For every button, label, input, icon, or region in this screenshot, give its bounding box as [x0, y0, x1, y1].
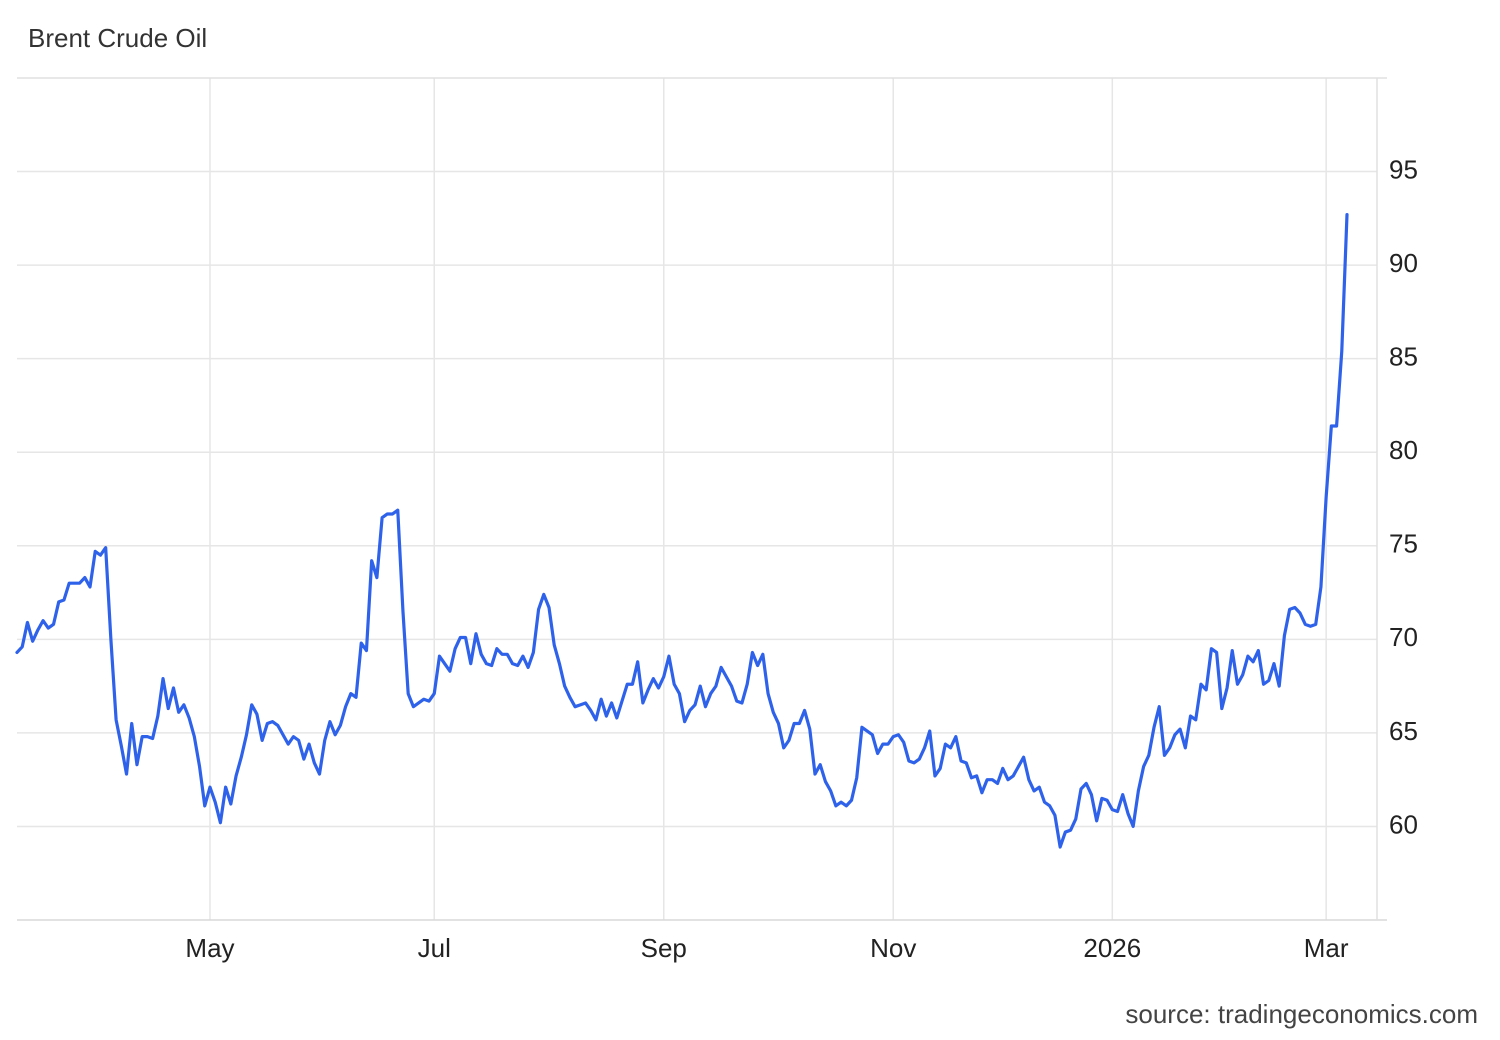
price-line [15, 212, 1349, 849]
x-tick-label: Nov [870, 933, 916, 963]
y-tick-label: 60 [1389, 809, 1418, 839]
x-tick-label: May [185, 933, 234, 963]
y-tick-label: 75 [1389, 529, 1418, 559]
y-tick-label: 80 [1389, 435, 1418, 465]
chart-title: Brent Crude Oil [28, 23, 207, 53]
y-tick-label: 95 [1389, 154, 1418, 184]
source-note: source: tradingeconomics.com [1125, 999, 1478, 1029]
x-tick-label: 2026 [1083, 933, 1141, 963]
x-tick-label: Sep [641, 933, 687, 963]
x-tick-label: Mar [1304, 933, 1349, 963]
y-tick-label: 85 [1389, 342, 1418, 372]
y-tick-label: 70 [1389, 622, 1418, 652]
y-tick-label: 90 [1389, 248, 1418, 278]
y-tick-label: 65 [1389, 716, 1418, 746]
x-tick-label: Jul [418, 933, 451, 963]
